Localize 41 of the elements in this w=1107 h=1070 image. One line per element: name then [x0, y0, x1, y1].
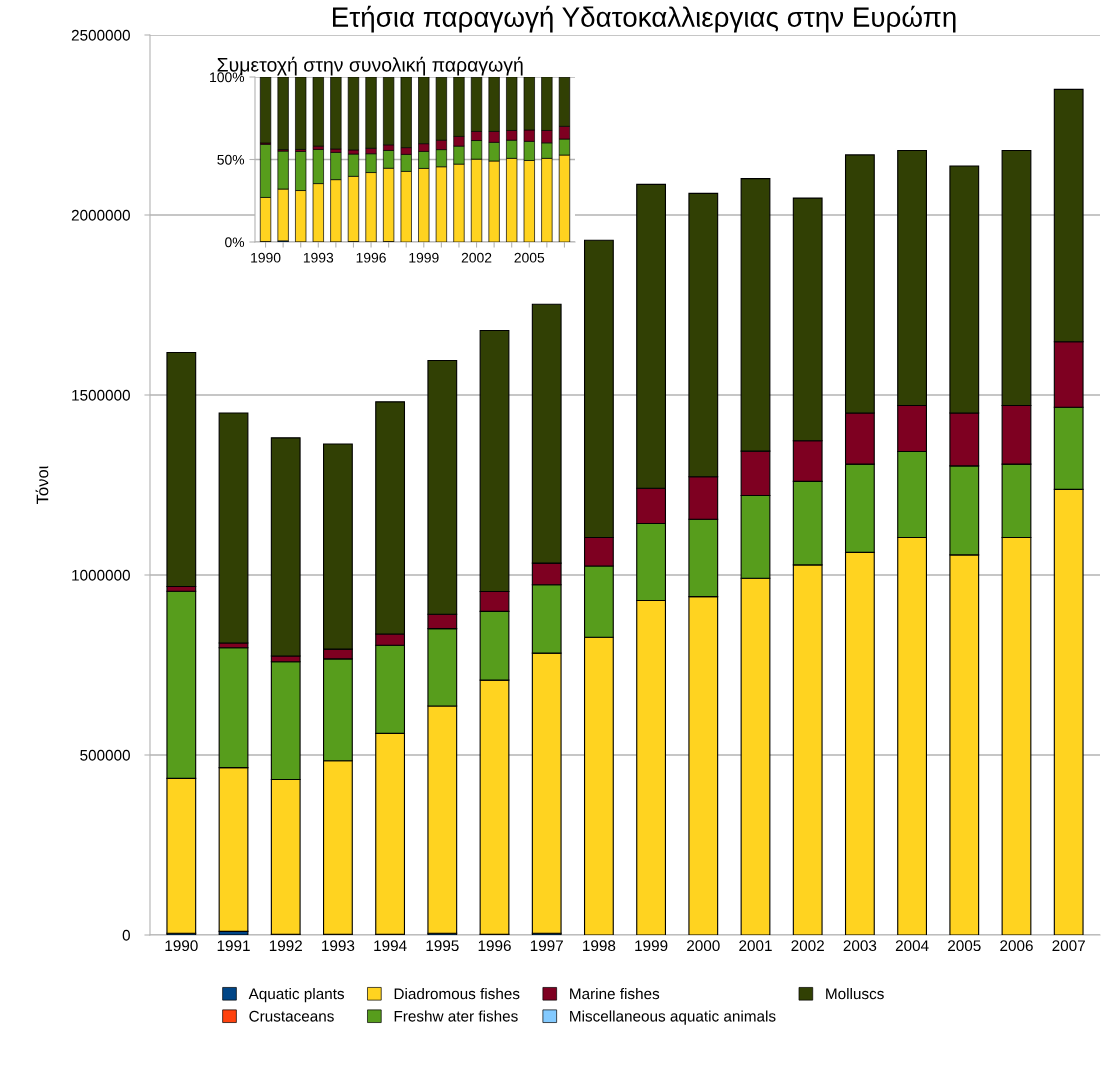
legend-label: Miscellaneous aquatic animals	[570, 1010, 776, 1025]
x-tick-label: 1993	[303, 252, 334, 263]
x-tick-label: 1998	[583, 940, 616, 952]
x-tick-label: 1996	[356, 252, 386, 263]
legend-label: Aquatic plants	[248, 987, 345, 1003]
x-tick-label: 1995	[426, 940, 459, 952]
x-tick-label: 1992	[269, 940, 302, 952]
legend-label: Marine fishes	[570, 987, 660, 1000]
legend-label: Crustaceans	[249, 1010, 334, 1022]
x-tick-label: 1991	[217, 940, 250, 952]
x-tick-label: 1993	[322, 940, 355, 952]
legend-label: Diadromous fishes	[394, 987, 520, 1000]
x-tick-label: 2003	[843, 940, 877, 952]
x-tick-label: 2007	[1052, 940, 1085, 952]
legend-label: Freshw ater fishes	[394, 1010, 518, 1022]
y-axis-title: Τόνοι	[35, 466, 49, 505]
x-tick-label: 1990	[251, 252, 281, 263]
y-tick-label: 1500000	[72, 389, 130, 401]
y-tick-label: 0%	[225, 237, 245, 248]
x-tick-label: 1997	[530, 940, 563, 952]
x-tick-label: 1990	[165, 940, 198, 952]
x-tick-label: 2006	[1000, 940, 1033, 952]
y-tick-label: 500000	[80, 749, 130, 761]
y-tick-label: 1000000	[72, 569, 130, 581]
x-tick-label: 2004	[895, 940, 929, 952]
x-tick-label: 2001	[739, 940, 772, 952]
y-tick-label: 50%	[217, 154, 245, 165]
x-tick-label: 2002	[791, 940, 824, 952]
x-tick-label: 1999	[635, 940, 668, 952]
y-tick-label: 0	[122, 929, 130, 941]
y-tick-label: 2000000	[71, 209, 130, 221]
chart-title: Ετήσια παραγωγή Υδατοκαλλιεργιας στην Ευρώπη	[333, 5, 956, 33]
x-tick-label: 2005	[948, 940, 981, 952]
x-tick-label: 2000	[687, 940, 720, 952]
x-tick-label: 1996	[478, 940, 511, 952]
x-tick-label: 2005	[514, 252, 545, 263]
x-tick-label: 1999	[409, 252, 439, 263]
legend-label: Molluscs	[826, 987, 884, 1000]
y-tick-label: 2500000	[71, 29, 130, 41]
x-tick-label: 2002	[461, 252, 492, 263]
x-tick-label: 1994	[374, 940, 407, 952]
